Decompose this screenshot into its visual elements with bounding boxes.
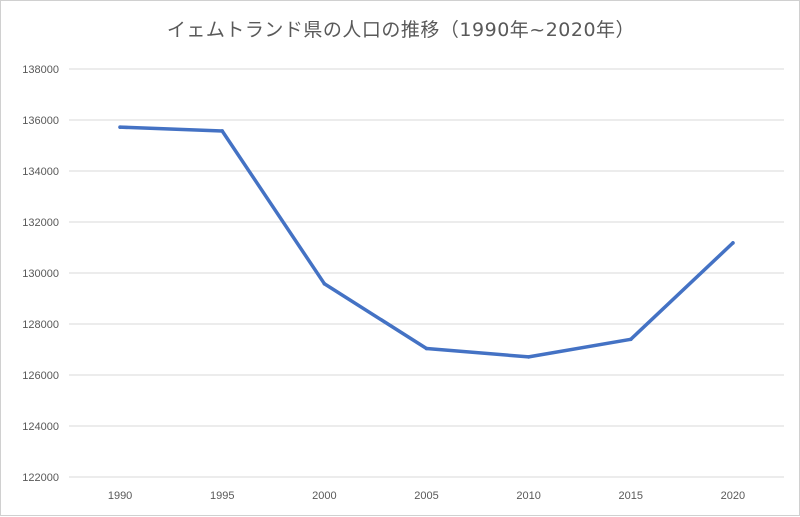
x-tick-label: 2020: [721, 490, 745, 502]
x-tick-label: 1995: [210, 490, 234, 502]
data-point: [731, 241, 735, 245]
x-axis-ticks: 1990 1995 2000 2005 2010 2015 2020: [108, 490, 745, 502]
x-tick-label: 1990: [108, 490, 132, 502]
y-tick-label: 138000: [22, 64, 59, 76]
data-point: [628, 337, 633, 342]
y-tick-label: 132000: [22, 217, 59, 229]
y-tick-label: 130000: [22, 268, 59, 280]
data-point: [220, 129, 225, 133]
x-tick-label: 2010: [516, 490, 540, 502]
grid-layer: [69, 68, 784, 478]
x-tick-label: 2000: [312, 490, 336, 502]
series-line: [118, 125, 735, 359]
y-tick-label: 128000: [22, 319, 59, 331]
y-axis-ticks: 122000 124000 126000 128000 130000 132000 1340…: [22, 64, 59, 484]
y-tick-label: 136000: [22, 115, 59, 127]
y-tick-label: 122000: [22, 472, 59, 484]
y-tick-label: 126000: [22, 370, 59, 382]
y-tick-label: 124000: [22, 421, 59, 433]
chart-title: イェムトランド県の人口の推移（1990年~2020年）: [166, 19, 636, 41]
data-point: [322, 281, 327, 286]
data-point: [118, 125, 122, 129]
data-point: [424, 346, 429, 351]
series-layer: [118, 125, 735, 359]
x-tick-label: 2015: [619, 490, 643, 502]
data-point: [526, 355, 531, 359]
x-tick-label: 2005: [414, 490, 438, 502]
y-tick-label: 134000: [22, 166, 59, 178]
